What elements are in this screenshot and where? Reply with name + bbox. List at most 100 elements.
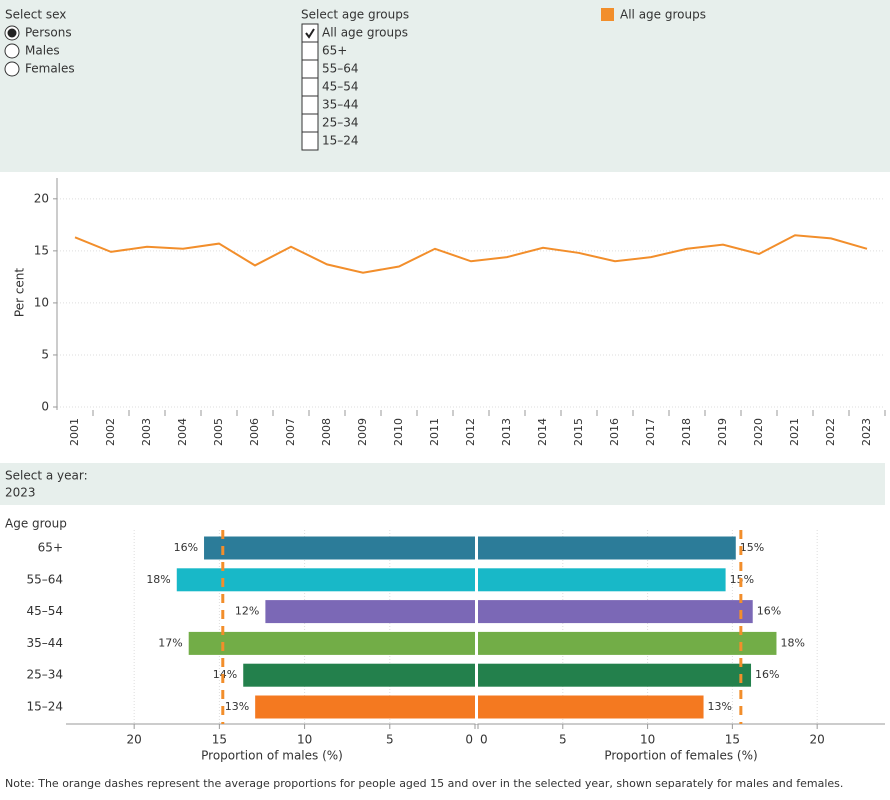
radio[interactable] — [4, 43, 20, 59]
category-label: 15–24 — [26, 700, 63, 714]
sex-filter-label: Select sex — [5, 8, 66, 22]
x-tick-label: 15 — [725, 733, 740, 747]
bar-male — [265, 600, 475, 624]
category-label: 35–44 — [26, 636, 63, 650]
value-label: 16% — [174, 541, 198, 554]
value-label: 16% — [757, 605, 781, 618]
radio-label[interactable]: Persons — [25, 26, 72, 40]
x-tick-label: 20 — [810, 733, 825, 747]
x-tick-label: 2014 — [536, 418, 549, 446]
category-label: 55–64 — [26, 572, 63, 586]
filter-panel — [0, 0, 890, 172]
value-label: 14% — [213, 668, 237, 681]
checkbox[interactable] — [301, 95, 319, 115]
value-label: 17% — [158, 636, 182, 649]
checkbox[interactable] — [301, 23, 319, 43]
x-tick-label: 2007 — [284, 418, 297, 446]
x-tick-label: 2022 — [824, 418, 837, 446]
radio-label[interactable]: Males — [25, 44, 60, 58]
y-tick-label: 20 — [34, 191, 49, 205]
bar-female — [478, 568, 726, 592]
x-tick-label: 2005 — [212, 418, 225, 446]
bar-male — [176, 568, 476, 592]
value-label: 15% — [740, 541, 764, 554]
bar-male — [255, 695, 475, 719]
x-tick-label: 2013 — [500, 418, 513, 446]
x-tick-label: 2018 — [680, 418, 693, 446]
bar-female — [478, 663, 752, 687]
checkbox-label[interactable]: 25–34 — [322, 116, 359, 130]
x-axis-label: Proportion of females (%) — [604, 749, 757, 763]
checkbox[interactable] — [301, 113, 319, 133]
bar-male — [243, 663, 475, 687]
year-panel — [0, 463, 885, 505]
age-filter-label: Select age groups — [301, 8, 409, 22]
checkbox[interactable] — [301, 131, 319, 151]
y-tick-label: 15 — [34, 243, 49, 257]
x-tick-label: 2006 — [248, 418, 261, 446]
y-axis-label: Age group — [5, 517, 67, 531]
checkbox-label[interactable]: 55–64 — [322, 62, 359, 76]
checkbox-label[interactable]: 45–54 — [322, 80, 359, 94]
check-mark — [305, 28, 315, 39]
radio-label[interactable]: Females — [25, 62, 75, 76]
y-tick-label: 5 — [41, 347, 49, 361]
y-tick-label: 10 — [34, 295, 49, 309]
x-tick-label: 2001 — [68, 418, 81, 446]
x-tick-label: 2010 — [392, 418, 405, 446]
bar-female — [478, 600, 753, 624]
x-tick-label: 2008 — [320, 418, 333, 446]
bar-male — [204, 536, 475, 560]
x-tick-label: 10 — [297, 733, 312, 747]
x-tick-label: 2021 — [788, 418, 801, 446]
checkbox[interactable] — [301, 41, 319, 61]
x-tick-label: 2012 — [464, 418, 477, 446]
x-axis-label: Proportion of males (%) — [201, 749, 343, 763]
line-series — [74, 234, 868, 274]
x-tick-label: 2015 — [572, 418, 585, 446]
x-tick-label: 15 — [212, 733, 227, 747]
x-tick-label: 5 — [559, 733, 567, 747]
year-filter-label: Select a year: — [5, 469, 88, 483]
bar-female — [478, 536, 736, 560]
bar-male — [188, 631, 475, 655]
x-tick-label: 0 — [480, 733, 488, 747]
category-label: 65+ — [38, 541, 63, 555]
bar-female — [478, 631, 777, 655]
y-tick-label: 0 — [41, 400, 49, 414]
radio[interactable] — [4, 61, 20, 77]
radio-dot — [7, 28, 17, 38]
value-label: 18% — [780, 636, 804, 649]
checkbox[interactable] — [301, 77, 319, 97]
value-label: 16% — [755, 668, 779, 681]
x-tick-label: 0 — [465, 733, 473, 747]
x-tick-label: 5 — [386, 733, 394, 747]
checkbox-label[interactable]: 65+ — [322, 44, 347, 58]
x-tick-label: 2019 — [716, 418, 729, 446]
x-tick-label: 2011 — [428, 418, 441, 446]
x-tick-label: 2002 — [104, 418, 117, 446]
checkbox-label[interactable]: All age groups — [322, 26, 408, 40]
legend-label[interactable]: All age groups — [620, 8, 706, 22]
x-tick-label: 2009 — [356, 418, 369, 446]
value-label: 13% — [225, 700, 249, 713]
checkbox-label[interactable]: 15–24 — [322, 134, 359, 148]
value-label: 12% — [235, 605, 259, 618]
x-tick-label: 2004 — [176, 418, 189, 446]
x-tick-label: 2017 — [644, 418, 657, 446]
value-label: 13% — [708, 700, 732, 713]
bar-female — [478, 695, 704, 719]
x-tick-label: 10 — [640, 733, 655, 747]
value-label: 18% — [146, 573, 170, 586]
category-label: 45–54 — [26, 604, 63, 618]
x-tick-label: 2023 — [860, 418, 873, 446]
checkbox[interactable] — [301, 59, 319, 79]
y-axis-label: Per cent — [13, 268, 27, 318]
legend-swatch[interactable] — [601, 8, 614, 21]
x-tick-label: 20 — [127, 733, 142, 747]
x-tick-label: 2016 — [608, 418, 621, 446]
note: Note: The orange dashes represent the av… — [5, 777, 843, 790]
checkbox-label[interactable]: 35–44 — [322, 98, 359, 112]
year-value[interactable]: 2023 — [5, 486, 36, 500]
